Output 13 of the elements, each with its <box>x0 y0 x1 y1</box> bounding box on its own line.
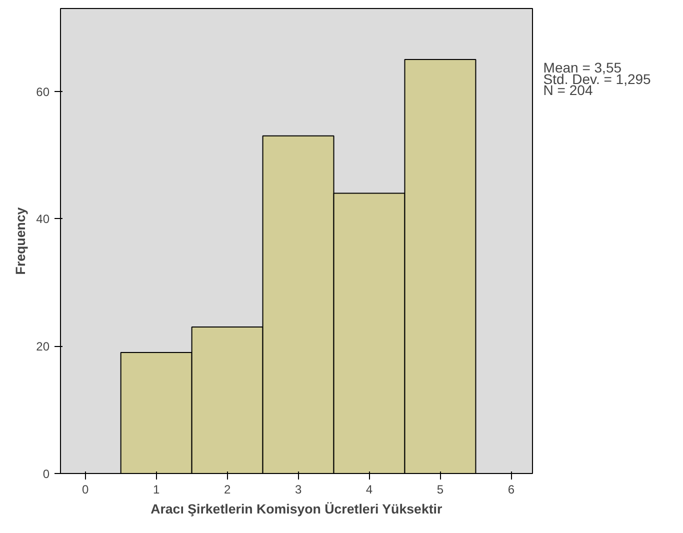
x-tick-label: 6 <box>508 482 515 496</box>
x-tick-label: 5 <box>436 482 444 496</box>
y-tick-label: 20 <box>36 340 50 354</box>
x-axis-title: Aracı Şirketlerin Komisyon Ücretleri Yüksektir <box>150 502 442 516</box>
y-axis-title: Frequency <box>13 206 28 275</box>
x-tick-label: 3 <box>294 482 302 496</box>
y-tick-label: 60 <box>36 84 50 99</box>
y-tick-label: 40 <box>36 212 50 226</box>
x-tick-label: 2 <box>224 482 231 496</box>
y-tick-label: 0 <box>42 467 50 481</box>
x-tick-label: 0 <box>82 482 90 496</box>
x-tick-label: 4 <box>366 482 373 496</box>
x-tick-label: 1 <box>152 482 160 496</box>
